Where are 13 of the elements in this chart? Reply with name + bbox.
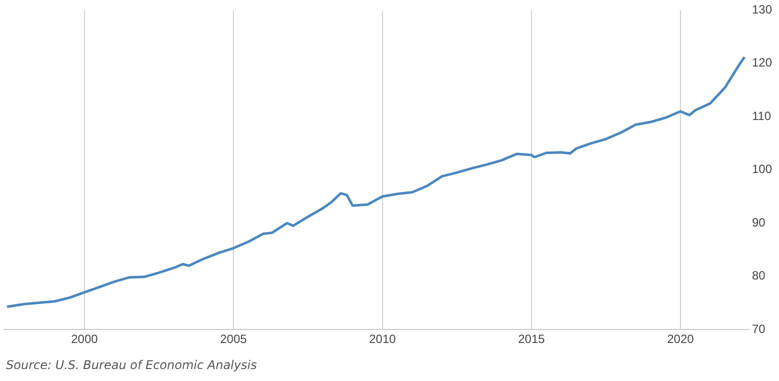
y-tick-label: 80 [752,268,766,283]
y-tick-label: 110 [752,108,772,123]
x-tick-label: 2010 [369,332,396,346]
x-tick-label: 2005 [220,332,248,346]
y-tick-label: 130 [752,2,772,17]
y-tick-label: 90 [752,215,766,230]
y-tick-label: 70 [752,322,766,336]
y-tick-label: 120 [752,56,772,70]
y-tick-label: 100 [752,162,772,176]
source-note: Source: U.S. Bureau of Economic Analysis [6,358,257,372]
x-tick-label: 2020 [667,332,694,346]
x-tick-label: 2015 [518,332,546,346]
x-tick-label: 2000 [71,332,98,346]
